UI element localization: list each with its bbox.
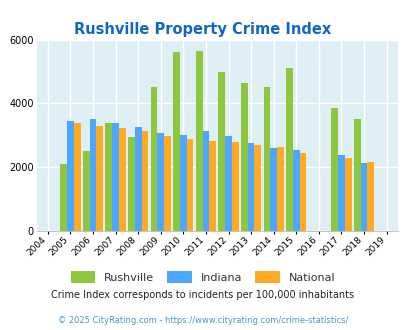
Bar	[360, 163, 367, 231]
Bar	[299, 153, 306, 231]
Bar	[231, 142, 238, 231]
Bar	[254, 145, 260, 231]
Bar	[247, 143, 254, 231]
Bar	[134, 127, 141, 231]
Bar	[276, 147, 283, 231]
Bar	[240, 83, 247, 231]
Bar	[270, 148, 276, 231]
Text: Rushville Property Crime Index: Rushville Property Crime Index	[74, 22, 331, 37]
Bar	[164, 136, 171, 231]
Bar	[367, 162, 373, 231]
Bar	[344, 158, 351, 231]
Bar	[337, 155, 344, 231]
Bar	[128, 137, 134, 231]
Bar	[83, 151, 90, 231]
Bar	[195, 51, 202, 231]
Bar	[179, 135, 186, 231]
Bar	[224, 136, 231, 231]
Bar	[60, 164, 67, 231]
Legend: Rushville, Indiana, National: Rushville, Indiana, National	[70, 271, 335, 283]
Bar	[141, 131, 148, 231]
Bar	[263, 87, 270, 231]
Text: Crime Index corresponds to incidents per 100,000 inhabitants: Crime Index corresponds to incidents per…	[51, 290, 354, 300]
Bar	[286, 68, 292, 231]
Bar	[105, 122, 112, 231]
Bar	[202, 131, 209, 231]
Bar	[292, 150, 299, 231]
Bar	[112, 122, 119, 231]
Bar	[209, 141, 215, 231]
Bar	[67, 121, 74, 231]
Text: © 2025 CityRating.com - https://www.cityrating.com/crime-statistics/: © 2025 CityRating.com - https://www.city…	[58, 316, 347, 325]
Bar	[218, 72, 224, 231]
Bar	[157, 133, 164, 231]
Bar	[330, 108, 337, 231]
Bar	[173, 52, 179, 231]
Bar	[74, 123, 80, 231]
Bar	[186, 140, 193, 231]
Bar	[119, 128, 126, 231]
Bar	[150, 87, 157, 231]
Bar	[90, 119, 96, 231]
Bar	[353, 119, 360, 231]
Bar	[96, 126, 103, 231]
